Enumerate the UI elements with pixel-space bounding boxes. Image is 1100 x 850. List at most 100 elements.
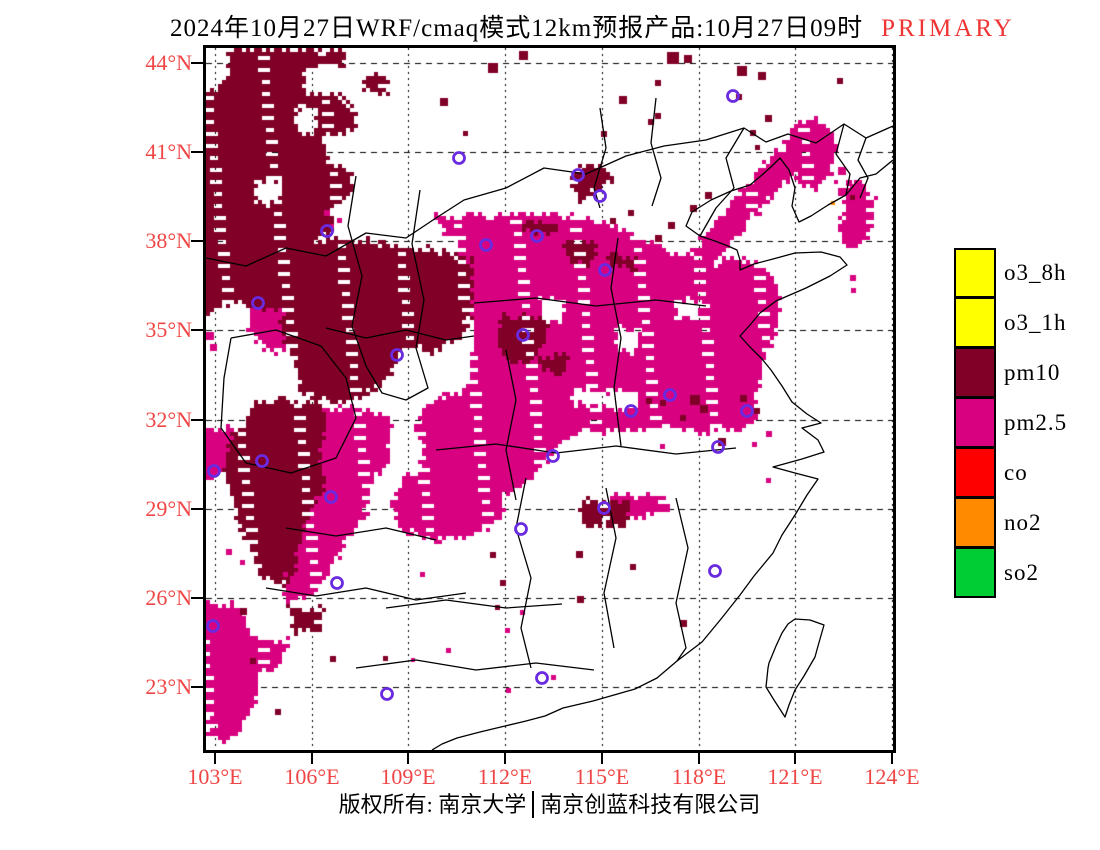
legend-swatch-co [954,448,996,498]
x-axis-tick [891,750,893,764]
x-axis-tick [698,750,700,764]
x-axis-tick [407,750,409,764]
copyright-caption: 版权所有: 南京大学 南京创蓝科技有限公司 [206,787,893,819]
city-marker [598,263,612,277]
x-axis-label: 118°E [671,764,727,789]
legend-label: o3_8h [1004,260,1067,285]
x-axis-label: 109°E [380,764,436,789]
y-axis-label: 35°N [145,317,192,342]
title-pollutant-tag: PRIMARY [881,15,1015,42]
forecast-map [203,45,896,753]
province-boundary [675,497,689,662]
y-axis-tick [191,329,205,331]
city-marker [514,522,528,536]
province-boundary [220,329,357,474]
city-marker [663,388,677,402]
city-marker [206,619,220,633]
city-marker [624,404,638,418]
city-marker [380,687,394,701]
map-overlay [206,89,893,750]
legend-item-pm10: pm10 [954,348,1100,398]
legend: o3_8h o3_1h pm10 pm2.5 co no2 so2 [954,248,1100,598]
province-boundary [699,127,745,237]
city-marker [320,224,334,238]
city-marker [390,348,404,362]
legend-label: so2 [1004,560,1039,585]
x-axis-tick [504,750,506,764]
y-axis-label: 23°N [145,674,192,699]
legend-swatch-pm2.5 [954,398,996,448]
legend-label: pm10 [1004,360,1061,385]
province-boundary [285,527,437,541]
city-marker [255,454,269,468]
city-marker [740,404,754,418]
caption-divider [532,791,535,818]
legend-swatch-o3_1h [954,298,996,348]
y-axis-tick [191,240,205,242]
x-axis-label: 115°E [574,764,630,789]
x-axis-label: 112°E [477,764,533,789]
city-marker [711,440,725,454]
province-boundary [765,618,825,718]
province-boundary [265,587,467,601]
y-axis-label: 32°N [145,407,192,432]
province-boundary [603,487,617,649]
legend-swatch-no2 [954,498,996,548]
province-boundary [835,123,851,196]
legend-swatch-o3_8h [954,248,996,298]
x-axis-label: 106°E [284,764,340,789]
x-axis-tick [214,750,216,764]
legend-label: no2 [1004,510,1042,535]
city-marker [546,449,560,463]
province-boundary [206,123,893,267]
province-boundary [435,443,737,455]
y-axis-tick [191,419,205,421]
y-axis-label: 41°N [145,139,192,164]
province-boundary [325,327,475,341]
y-axis-tick [191,686,205,688]
legend-label: co [1004,460,1028,485]
city-marker [207,464,221,478]
y-axis-tick [191,151,205,153]
pollution-raster-canvas [206,48,893,750]
legend-swatch-pm10 [954,348,996,398]
province-boundary [431,157,893,750]
x-axis-tick [601,750,603,764]
x-axis-tick [311,750,313,764]
page-title: 2024年10月27日WRF/cmaq模式12km预报产品:10月27日09时 P… [170,8,1012,44]
legend-item-no2: no2 [954,498,1100,548]
city-marker [479,238,493,252]
city-marker [251,296,265,310]
y-axis-tick [191,597,205,599]
province-boundary [650,97,662,207]
y-axis-label: 38°N [145,228,192,253]
city-marker [324,490,338,504]
city-marker [726,89,740,103]
province-boundary [593,107,607,209]
city-marker [571,168,585,182]
city-marker [597,501,611,515]
city-marker [535,671,549,685]
city-marker [530,229,544,243]
copyright-right: 南京创蓝科技有限公司 [540,792,761,817]
copyright-left: 版权所有: 南京大学 [338,792,527,817]
legend-item-co: co [954,448,1100,498]
y-axis-label: 26°N [145,585,192,610]
legend-label: pm2.5 [1004,410,1068,435]
y-axis-tick [191,62,205,64]
city-marker [516,328,530,342]
legend-item-o3_8h: o3_8h [954,248,1100,298]
x-axis-label: 121°E [767,764,823,789]
province-boundary [857,137,869,199]
legend-item-so2: so2 [954,548,1100,598]
city-marker [708,564,722,578]
province-boundary [347,175,429,401]
province-boundary [610,237,622,447]
legend-swatch-so2 [954,548,996,598]
province-boundary [505,349,517,501]
x-axis-label: 124°E [864,764,920,789]
y-axis-tick [191,508,205,510]
title-text: 2024年10月27日WRF/cmaq模式12km预报产品:10月27日09时 [170,15,864,42]
legend-label: o3_1h [1004,310,1067,335]
province-boundary [385,599,563,609]
